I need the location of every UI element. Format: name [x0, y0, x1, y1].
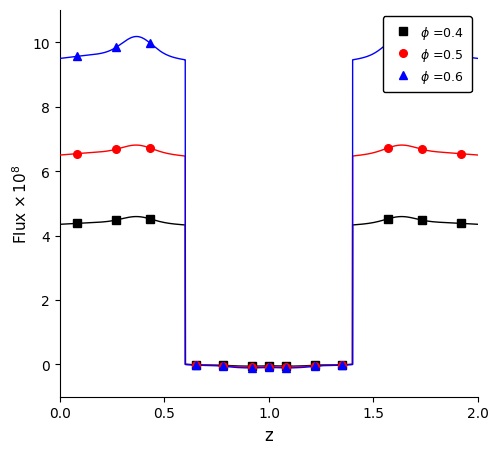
X-axis label: z: z — [264, 426, 274, 444]
Legend: $\phi$ =0.4, $\phi$ =0.5, $\phi$ =0.6: $\phi$ =0.4, $\phi$ =0.5, $\phi$ =0.6 — [383, 17, 472, 93]
$\phi$ =0.4 — [266, 364, 272, 369]
Y-axis label: Flux $\times\,10^{8}$: Flux $\times\,10^{8}$ — [11, 164, 30, 243]
$\phi$ =0.6 — [220, 364, 226, 369]
$\phi$ =0.6 — [282, 365, 288, 371]
Line: $\phi$ =0.5: $\phi$ =0.5 — [73, 145, 465, 371]
$\phi$ =0.5 — [220, 363, 226, 369]
$\phi$ =0.4 — [114, 218, 119, 223]
$\phi$ =0.6 — [74, 55, 80, 60]
$\phi$ =0.6 — [312, 364, 318, 369]
$\phi$ =0.4 — [312, 363, 318, 368]
$\phi$ =0.5 — [418, 147, 424, 152]
$\phi$ =0.5 — [458, 152, 464, 157]
$\phi$ =0.5 — [147, 146, 153, 152]
$\phi$ =0.6 — [418, 46, 424, 51]
$\phi$ =0.4 — [385, 217, 391, 222]
$\phi$ =0.4 — [74, 221, 80, 227]
$\phi$ =0.5 — [339, 362, 345, 368]
$\phi$ =0.6 — [385, 41, 391, 46]
$\phi$ =0.4 — [458, 221, 464, 227]
$\phi$ =0.4 — [193, 362, 199, 368]
$\phi$ =0.5 — [385, 146, 391, 152]
$\phi$ =0.4 — [282, 364, 288, 369]
$\phi$ =0.4 — [418, 218, 424, 223]
$\phi$ =0.5 — [74, 152, 80, 157]
$\phi$ =0.4 — [249, 364, 255, 369]
$\phi$ =0.6 — [193, 363, 199, 368]
$\phi$ =0.5 — [249, 364, 255, 370]
$\phi$ =0.6 — [114, 46, 119, 51]
$\phi$ =0.6 — [339, 363, 345, 368]
$\phi$ =0.4 — [147, 217, 153, 222]
$\phi$ =0.6 — [458, 55, 464, 60]
Line: $\phi$ =0.6: $\phi$ =0.6 — [73, 40, 465, 372]
$\phi$ =0.6 — [147, 41, 153, 46]
$\phi$ =0.5 — [193, 362, 199, 368]
$\phi$ =0.5 — [114, 147, 119, 152]
Line: $\phi$ =0.4: $\phi$ =0.4 — [73, 216, 465, 370]
$\phi$ =0.5 — [282, 364, 288, 370]
$\phi$ =0.4 — [220, 363, 226, 368]
$\phi$ =0.5 — [266, 364, 272, 369]
$\phi$ =0.6 — [249, 365, 255, 371]
$\phi$ =0.4 — [339, 362, 345, 368]
$\phi$ =0.6 — [266, 365, 272, 370]
$\phi$ =0.5 — [312, 363, 318, 369]
